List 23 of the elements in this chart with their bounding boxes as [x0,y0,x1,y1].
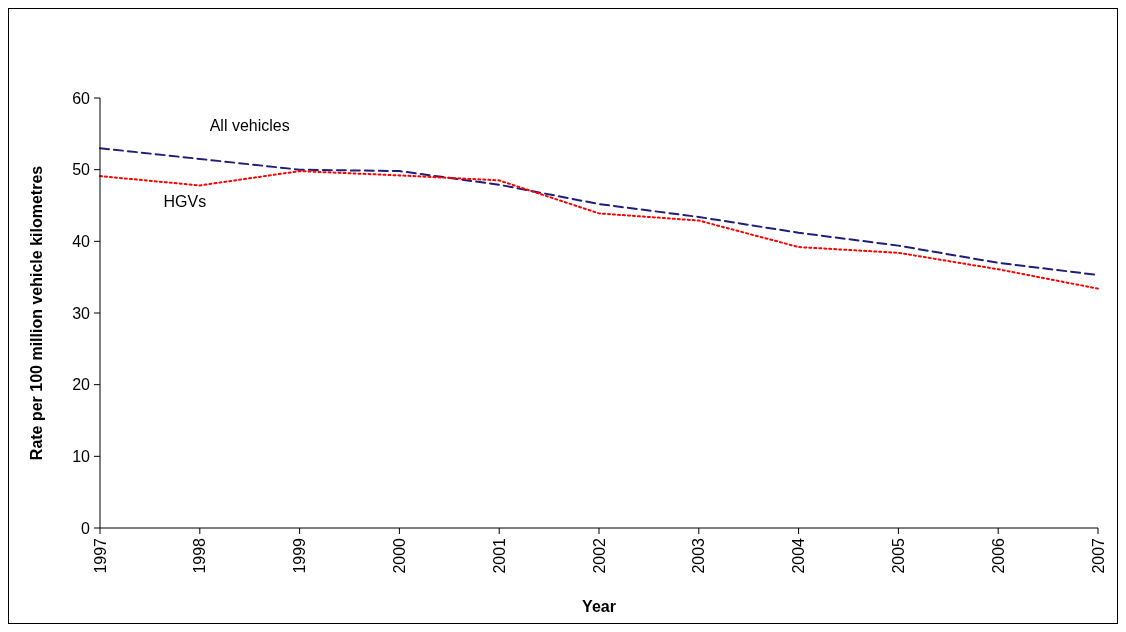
x-tick-label: 1999 [291,537,309,574]
x-tick-label: 1998 [191,537,209,574]
x-tick-label: 2005 [890,537,907,574]
y-tick-label: 30 [72,304,91,322]
x-tick-label: 2000 [391,537,408,574]
y-tick-label: 50 [72,161,91,179]
x-tick-label: 2004 [790,537,808,574]
y-axis-title: Rate per 100 million vehicle kilometres [28,165,45,461]
x-tick-label: 2006 [989,537,1007,574]
series-label: HGVs [163,193,207,211]
x-tick-label: 2001 [490,537,508,574]
y-tick-label: 20 [72,376,91,394]
series-label: All vehicles [209,116,290,134]
y-tick-label: 10 [72,447,91,465]
line-series [99,170,1099,290]
x-axis-title: Year [582,598,616,615]
x-tick-label: 1997 [91,537,109,574]
y-tick-label: 60 [72,89,91,107]
y-tick-label: 40 [72,232,91,250]
x-tick-label: 2007 [1089,537,1107,574]
x-tick-label: 2002 [590,537,608,574]
x-tick-label: 2003 [690,537,708,574]
y-tick-label: 0 [81,519,91,537]
